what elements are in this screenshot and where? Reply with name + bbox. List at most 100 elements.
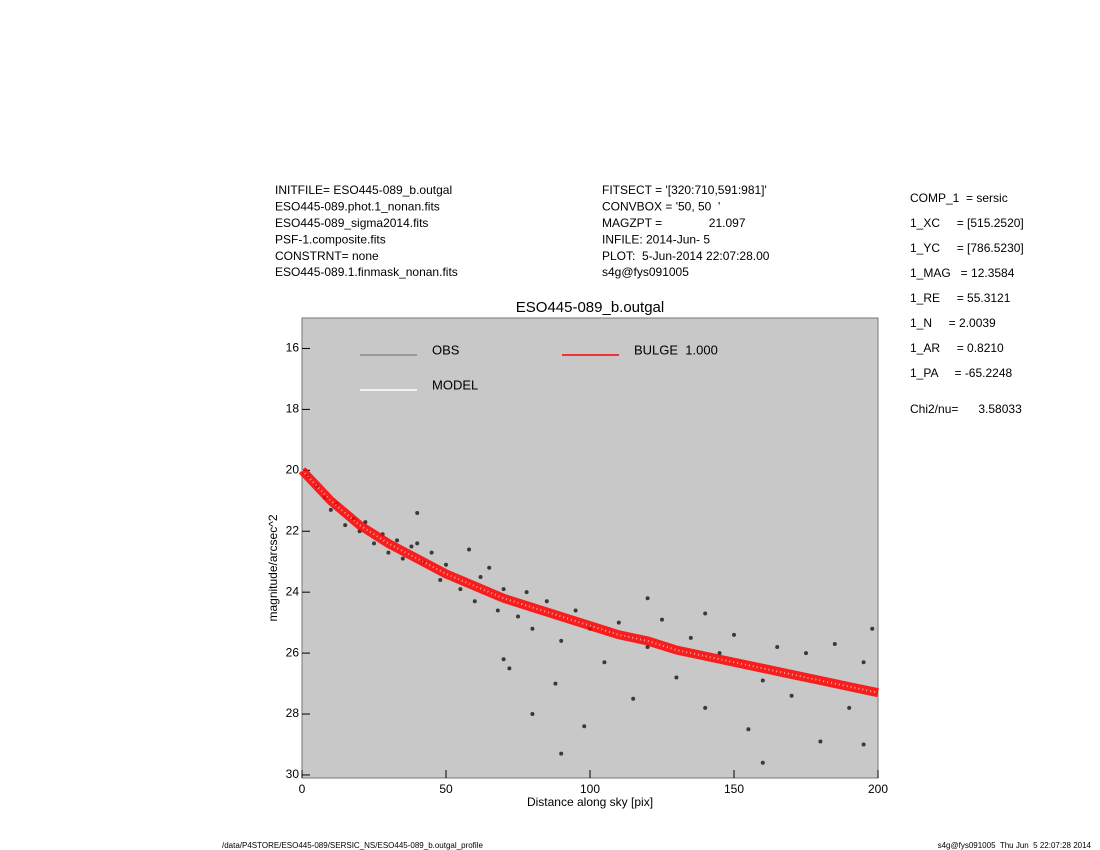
obs-point xyxy=(804,651,808,656)
obs-point xyxy=(703,705,708,710)
x-tick-label: 200 xyxy=(868,782,888,796)
obs-point xyxy=(507,666,512,671)
y-tick-label: 24 xyxy=(286,584,300,598)
obs-point xyxy=(467,547,472,552)
obs-point xyxy=(559,638,564,643)
obs-point xyxy=(645,645,650,650)
obs-point xyxy=(760,760,765,765)
obs-point xyxy=(660,617,664,622)
chi2: Chi2/nu= 3.58033 xyxy=(910,402,1022,416)
info-line: PLOT: 5-Jun-2014 22:07:28.00 xyxy=(602,249,770,263)
obs-point xyxy=(501,587,506,592)
obs-point xyxy=(616,620,621,625)
x-tick-label: 0 xyxy=(299,782,306,796)
obs-point xyxy=(343,523,348,528)
info-line: ESO445-089.1.finmask_nonan.fits xyxy=(275,265,458,279)
obs-point xyxy=(631,696,636,701)
x-tick-label: 150 xyxy=(724,782,744,796)
obs-point xyxy=(429,550,434,555)
obs-point xyxy=(530,712,535,717)
obs-point xyxy=(530,626,535,631)
obs-point xyxy=(386,550,391,555)
obs-point xyxy=(487,565,492,570)
obs-point xyxy=(861,660,866,665)
obs-point xyxy=(328,507,333,512)
y-axis-label: magnitude/arcsec^2 xyxy=(266,514,280,621)
y-tick-label: 22 xyxy=(286,523,300,537)
info-line: CONSTRNT= none xyxy=(275,249,379,263)
obs-point xyxy=(444,562,448,567)
y-tick-label: 16 xyxy=(286,341,300,355)
obs-point xyxy=(409,544,414,549)
legend-label: MODEL xyxy=(432,377,478,392)
param-line: 1_MAG = 12.3584 xyxy=(910,266,1015,280)
obs-point xyxy=(789,693,794,698)
legend-label: OBS xyxy=(432,342,460,357)
obs-point xyxy=(372,541,376,546)
info-line: FITSECT = '[320:710,591:981]' xyxy=(602,183,767,197)
param-line: 1_N = 2.0039 xyxy=(910,316,996,330)
info-line: MAGZPT = 21.097 xyxy=(602,216,746,230)
obs-point xyxy=(400,556,405,561)
param-line: 1_XC = [515.2520] xyxy=(910,216,1024,230)
y-tick-label: 30 xyxy=(286,767,300,781)
obs-point xyxy=(703,611,708,616)
info-line: ESO445-089_sigma2014.fits xyxy=(275,216,428,230)
obs-point xyxy=(395,538,400,543)
obs-point xyxy=(775,645,780,650)
param-line: COMP_1 = sersic xyxy=(910,191,1008,205)
obs-point xyxy=(544,599,549,604)
obs-point xyxy=(472,599,477,604)
obs-point xyxy=(495,608,500,613)
obs-point xyxy=(688,635,693,640)
obs-point xyxy=(458,587,463,592)
info-line: s4g@fys091005 xyxy=(602,265,689,279)
obs-point xyxy=(501,657,506,662)
info-line: INFILE: 2014-Jun- 5 xyxy=(602,232,710,246)
obs-point xyxy=(415,541,420,546)
chart-title: ESO445-089_b.outgal xyxy=(516,299,664,316)
obs-point xyxy=(732,632,736,637)
obs-point xyxy=(746,727,751,732)
x-tick-label: 100 xyxy=(580,782,600,796)
param-line: 1_RE = 55.3121 xyxy=(910,291,1011,305)
footer-left: /data/P4STORE/ESO445-089/SERSIC_NS/ESO44… xyxy=(222,841,483,850)
x-tick-label: 50 xyxy=(439,782,453,796)
legend-label: BULGE 1.000 xyxy=(634,342,718,357)
obs-point xyxy=(415,510,420,515)
obs-point xyxy=(674,675,679,680)
obs-point xyxy=(573,608,578,613)
param-line: 1_AR = 0.8210 xyxy=(910,341,1004,355)
obs-point xyxy=(516,614,520,619)
y-tick-label: 18 xyxy=(286,402,300,416)
profile-band xyxy=(301,469,879,694)
y-tick-label: 26 xyxy=(286,645,300,659)
info-line: CONVBOX = '50, 50 ' xyxy=(602,200,720,214)
obs-point xyxy=(524,590,529,595)
param-line: 1_YC = [786.5230] xyxy=(910,241,1024,255)
obs-point xyxy=(582,724,587,729)
y-tick-label: 28 xyxy=(286,706,300,720)
obs-point xyxy=(870,626,875,631)
obs-point xyxy=(847,705,852,710)
obs-point xyxy=(861,742,866,747)
y-tick-label: 20 xyxy=(286,462,300,476)
obs-point xyxy=(602,660,607,665)
obs-point xyxy=(717,651,722,656)
info-line: ESO445-089.phot.1_nonan.fits xyxy=(275,200,440,214)
obs-point xyxy=(559,751,564,756)
x-axis-label: Distance along sky [pix] xyxy=(527,795,653,809)
obs-point xyxy=(832,641,837,646)
param-line: 1_PA = -65.2248 xyxy=(910,366,1013,380)
info-line: PSF-1.composite.fits xyxy=(275,232,386,246)
obs-point xyxy=(818,739,823,744)
info-line: INITFILE= ESO445-089_b.outgal xyxy=(275,183,452,197)
obs-point xyxy=(438,577,443,582)
obs-point xyxy=(760,678,765,683)
obs-point xyxy=(645,596,650,601)
footer-right: s4g@fys091005 Thu Jun 5 22:07:28 2014 xyxy=(938,841,1092,850)
obs-point xyxy=(553,681,558,686)
obs-point xyxy=(478,574,483,579)
